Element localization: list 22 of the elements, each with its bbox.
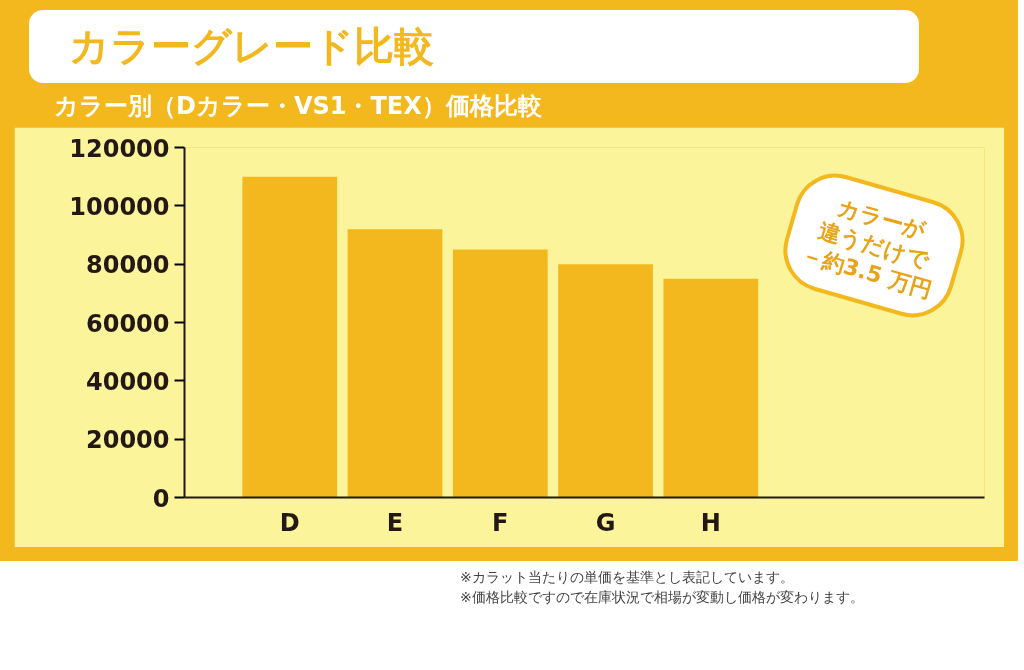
x-tick-label: G — [595, 508, 616, 537]
x-tick-label: H — [700, 508, 721, 537]
x-tick-label: E — [386, 508, 404, 537]
text: ※カラット当たりの単価を基準とし表記しています。 — [460, 569, 794, 586]
chart-title: カラーグレード比較 — [69, 22, 434, 71]
y-tick-label: 80000 — [86, 251, 170, 280]
text: ※価格比較ですので在庫状況で相場が変動し価格が変わります。 — [460, 589, 864, 606]
bar — [347, 229, 443, 498]
bar — [452, 250, 548, 498]
bar — [242, 177, 338, 498]
text: カラーが 違うだけで －約3.5 万円 — [798, 194, 935, 303]
y-tick-label: 40000 — [86, 368, 170, 397]
y-tick-label: 100000 — [69, 193, 170, 222]
bar — [558, 264, 653, 498]
x-tick-label: F — [492, 508, 509, 537]
y-tick-label: 120000 — [69, 134, 170, 163]
chart-subtitle: カラー別（Dカラー・VS1・TEX）価格比較 — [54, 91, 542, 123]
bar — [663, 279, 759, 498]
x-tick-label: D — [279, 508, 300, 537]
y-tick-label: 60000 — [86, 309, 170, 338]
y-tick-label: 20000 — [86, 426, 170, 455]
y-tick-label: 0 — [152, 484, 170, 513]
